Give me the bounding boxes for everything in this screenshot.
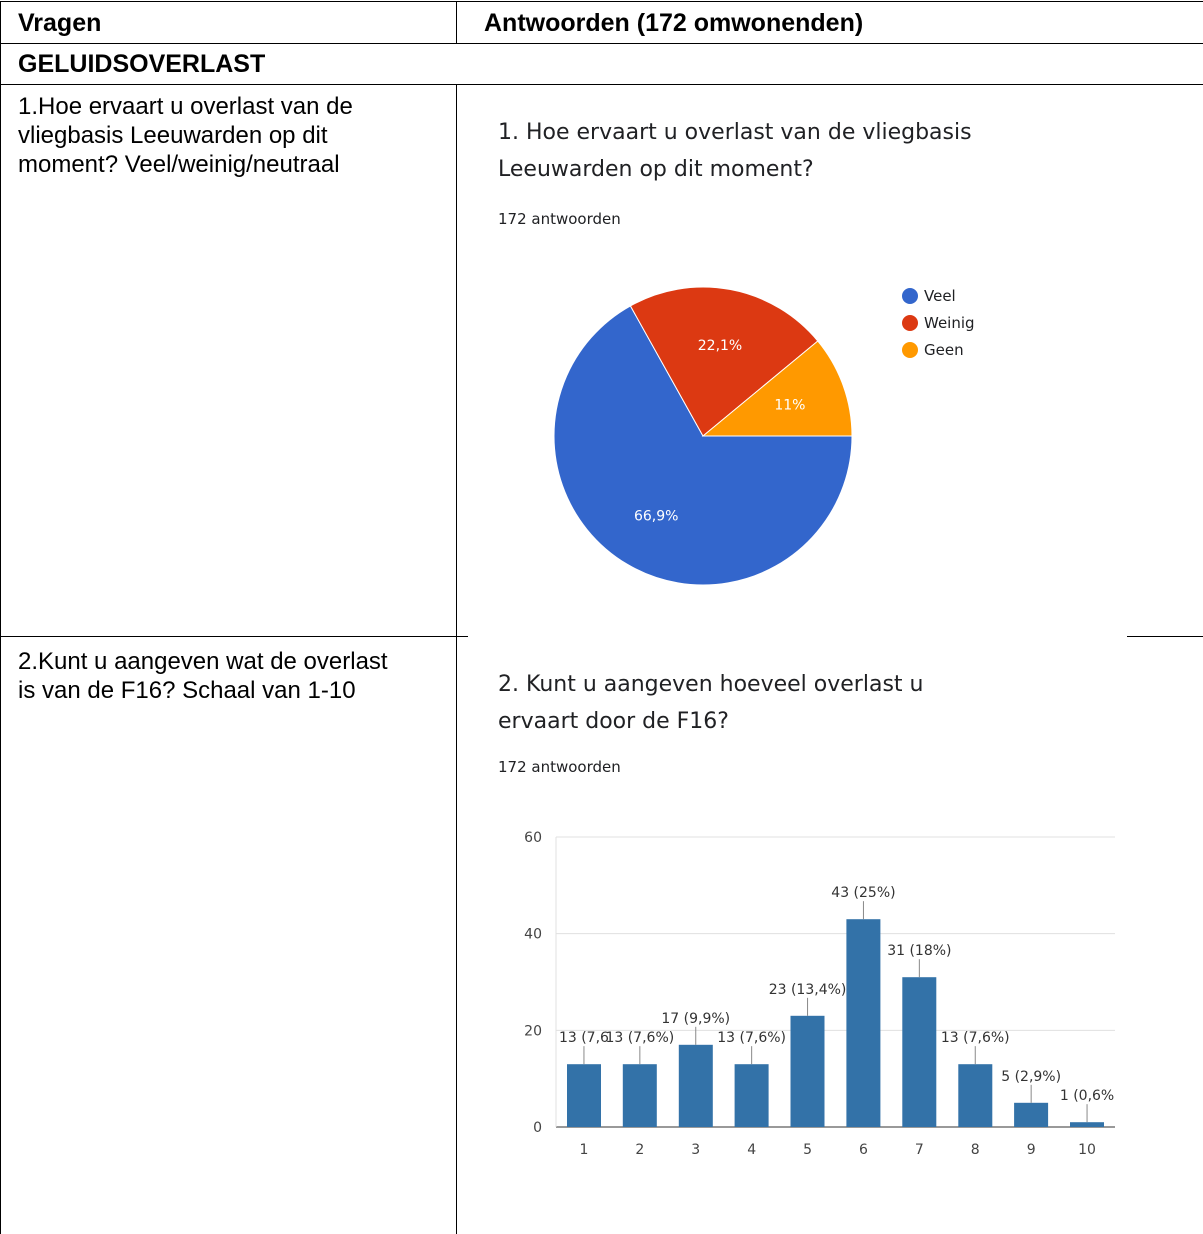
bar <box>958 1064 993 1127</box>
x-tick-label: 4 <box>747 1142 756 1158</box>
bar-chart-title-line: ervaart door de F16? <box>498 709 729 734</box>
pie-chart-panel: 1. Hoe ervaart u overlast van de vliegba… <box>466 86 1126 634</box>
bar <box>622 1064 657 1127</box>
x-tick-label: 1 <box>579 1142 588 1158</box>
question-2: 2.Kunt u aangeven wat de overlast is van… <box>18 647 388 705</box>
pie-response-count: 172 antwoorden <box>498 210 621 228</box>
x-tick-label: 10 <box>1078 1142 1096 1158</box>
header-column-divider <box>456 1 457 44</box>
question-1-line: vliegbasis Leeuwarden op dit <box>18 122 328 149</box>
question-1-line: 1.Hoe ervaart u overlast van de <box>18 93 353 120</box>
x-tick-label: 9 <box>1027 1142 1036 1158</box>
bar <box>846 919 881 1127</box>
pie-chart: 66,9% 22,1% 11% Veel Weinig Geen <box>553 286 975 586</box>
bar <box>1070 1122 1104 1127</box>
bar-chart-title: 2. Kunt u aangeven hoeveel overlast u er… <box>498 666 923 740</box>
x-tick-label: 6 <box>859 1142 868 1158</box>
x-tick-label: 3 <box>691 1142 700 1158</box>
legend-swatch <box>902 342 918 358</box>
x-tick-label: 2 <box>635 1142 644 1158</box>
table-left-border <box>0 1 1 1234</box>
bar <box>734 1064 769 1127</box>
row1-right-divider <box>1127 84 1203 85</box>
bar <box>1014 1102 1049 1127</box>
bar-chart-panel: 2. Kunt u aangeven hoeveel overlast u er… <box>466 640 1126 1230</box>
y-tick-label: 40 <box>524 927 542 943</box>
pie-slice-label: 22,1% <box>698 338 742 354</box>
x-tick-label: 5 <box>803 1142 812 1158</box>
bar <box>678 1044 713 1127</box>
legend-swatch <box>902 288 918 304</box>
header-answers: Antwoorden (172 omwonenden) <box>484 9 864 37</box>
y-tick-label: 60 <box>524 830 542 846</box>
pie-slice-geen <box>701 340 853 437</box>
x-tick-label: 7 <box>915 1142 924 1158</box>
pie-slice-label: 66,9% <box>634 509 678 525</box>
question-1: 1.Hoe ervaart u overlast van de vliegbas… <box>18 92 353 179</box>
section-divider <box>0 84 1203 85</box>
question-2-line: is van de F16? Schaal van 1-10 <box>18 677 356 704</box>
legend-label: Veel <box>924 287 956 305</box>
bar-chart: 13 (7,613 (7,6%)17 (9,9%)13 (7,6%)23 (13… <box>524 830 1115 1158</box>
y-tick-label: 20 <box>524 1023 542 1039</box>
bar <box>567 1064 601 1127</box>
pie-chart-title: 1. Hoe ervaart u overlast van de vliegba… <box>498 114 972 188</box>
pie-slice-veel <box>553 305 853 586</box>
section-title: GELUIDSOVERLAST <box>18 50 266 78</box>
header-divider <box>0 43 1203 44</box>
data-label: 31 (18%) <box>887 943 951 959</box>
legend-label: Geen <box>924 341 964 359</box>
pie-chart-title-line: 1. Hoe ervaart u overlast van de vliegba… <box>498 120 972 145</box>
legend-label: Weinig <box>924 314 975 332</box>
legend-swatch <box>902 315 918 331</box>
data-label: 1 (0,6% <box>1060 1088 1114 1104</box>
y-tick-label: 0 <box>533 1120 542 1136</box>
pie-slice-label: 11% <box>774 398 805 414</box>
column-divider <box>456 84 457 1234</box>
row-divider-right <box>1127 636 1203 637</box>
data-label: 23 (13,4%) <box>769 982 847 998</box>
pie-slice-weinig <box>629 286 819 437</box>
x-tick-label: 8 <box>971 1142 980 1158</box>
header-questions: Vragen <box>18 9 102 37</box>
bar-response-count: 172 antwoorden <box>498 758 621 776</box>
data-label: 13 (7,6%) <box>717 1030 786 1046</box>
row-divider-left <box>0 636 468 637</box>
bar <box>790 1015 825 1127</box>
data-label: 17 (9,9%) <box>661 1011 730 1027</box>
bar-chart-title-line: 2. Kunt u aangeven hoeveel overlast u <box>498 672 924 697</box>
bar <box>902 977 937 1127</box>
data-label: 43 (25%) <box>831 885 895 901</box>
data-label: 13 (7,6 <box>559 1030 609 1046</box>
data-label: 13 (7,6%) <box>941 1030 1010 1046</box>
pie-chart-title-line: Leeuwarden op dit moment? <box>498 157 814 182</box>
data-label: 13 (7,6%) <box>605 1030 674 1046</box>
data-label: 5 (2,9%) <box>1001 1069 1061 1085</box>
table-top-border <box>0 1 1203 2</box>
question-1-line: moment? Veel/weinig/neutraal <box>18 151 340 178</box>
question-2-line: 2.Kunt u aangeven wat de overlast <box>18 648 388 675</box>
